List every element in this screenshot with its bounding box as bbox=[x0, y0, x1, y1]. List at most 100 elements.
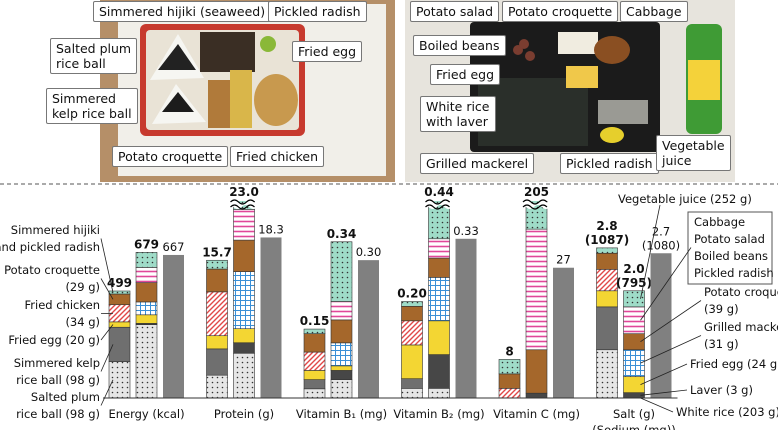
reference-bar bbox=[260, 237, 282, 398]
bar-segment bbox=[330, 379, 353, 398]
axis-break bbox=[523, 200, 550, 209]
photo-label: Salted plum rice ball bbox=[50, 38, 138, 74]
bar-segment bbox=[428, 238, 450, 259]
leader-line bbox=[640, 300, 702, 343]
reference-bar bbox=[163, 254, 184, 398]
legend-label: Salted plum rice ball (98 g) bbox=[16, 390, 100, 421]
bar-segment bbox=[233, 239, 255, 272]
bar-segment bbox=[428, 201, 450, 240]
bar-segment bbox=[498, 373, 521, 389]
bar-segment bbox=[428, 257, 450, 278]
bar-segment bbox=[623, 290, 645, 308]
reference-label: 0.30 bbox=[356, 245, 382, 259]
legend-label: Fried egg (20 g) bbox=[8, 333, 100, 347]
bar-segment bbox=[498, 359, 521, 375]
bar-segment bbox=[596, 290, 618, 308]
bar-segment bbox=[596, 252, 618, 270]
legend-label: Cabbage Potato salad Boiled beans Pickled r… bbox=[694, 215, 774, 280]
reference-bar bbox=[455, 238, 477, 398]
legend-label: Fried chicken (34 g) bbox=[25, 298, 100, 329]
x-tick-label: Vitamin B₁ (mg) bbox=[296, 407, 387, 421]
reference-bar bbox=[553, 267, 574, 398]
bar-segment bbox=[233, 209, 255, 241]
bar-segment bbox=[525, 228, 548, 351]
legend-box bbox=[687, 211, 773, 285]
photo-right bbox=[405, 0, 735, 182]
axis-break bbox=[522, 199, 548, 210]
bar-segment bbox=[330, 319, 353, 344]
leader-line bbox=[100, 379, 114, 406]
axis-break bbox=[425, 200, 453, 209]
axis-break bbox=[230, 199, 255, 210]
bar-segment bbox=[596, 247, 618, 254]
total-label: 205 bbox=[524, 185, 549, 199]
bar-segment bbox=[623, 333, 645, 351]
bar-segment bbox=[596, 269, 618, 292]
photo-label: Grilled mackerel bbox=[420, 153, 535, 174]
bar-segment bbox=[330, 301, 353, 321]
bar-segment bbox=[401, 301, 423, 307]
leader-line bbox=[640, 363, 688, 385]
x-tick-label: Salt (g) (Sodium (mg)) bbox=[592, 407, 675, 430]
reference-label: 2.7 (1080) bbox=[642, 224, 680, 252]
bar-segment bbox=[135, 324, 158, 398]
reference-label: 0.33 bbox=[453, 223, 479, 237]
bar-segment bbox=[233, 271, 255, 329]
bar-segment bbox=[401, 344, 423, 379]
bar-segment bbox=[206, 348, 228, 376]
leader-line bbox=[100, 324, 114, 341]
bar-segment bbox=[401, 388, 423, 398]
total-label: 0.44 bbox=[424, 185, 454, 199]
bar-segment bbox=[206, 268, 228, 293]
bar-segment bbox=[135, 282, 158, 303]
reference-label: 667 bbox=[163, 239, 185, 253]
bar-segment bbox=[623, 306, 645, 334]
photo-label: Simmered hijiki (seaweed) bbox=[93, 1, 272, 22]
total-label: 0.20 bbox=[397, 286, 427, 300]
bar-segment bbox=[596, 306, 618, 351]
bar-segment bbox=[135, 301, 158, 316]
legend-label: Laver (3 g) bbox=[690, 383, 753, 397]
legend-label: Vegetable juice (252 g) bbox=[618, 192, 752, 206]
legend-label: Fried egg (24 g) bbox=[690, 357, 778, 371]
leader-line bbox=[640, 204, 661, 299]
bar-segment bbox=[428, 388, 450, 398]
bar-segment bbox=[108, 290, 131, 295]
photo-left bbox=[100, 0, 395, 182]
bar-segment bbox=[330, 342, 353, 367]
photo-label: Fried egg bbox=[430, 64, 501, 85]
bar-segment bbox=[330, 370, 353, 380]
bar-segment bbox=[108, 293, 131, 306]
photo-label: Fried chicken bbox=[230, 146, 325, 167]
bar-segment bbox=[498, 388, 521, 398]
bar-segment bbox=[428, 277, 450, 322]
photo-label: Fried egg bbox=[292, 41, 363, 62]
bar-segment bbox=[135, 314, 158, 324]
photo-label: Cabbage bbox=[620, 1, 688, 22]
legend-label: Potato croquette(39 g) bbox=[704, 285, 778, 316]
bar-segment bbox=[401, 378, 423, 389]
photo-label: Potato croquette bbox=[502, 1, 619, 22]
leader-line bbox=[100, 238, 114, 293]
total-label: 8 bbox=[505, 344, 513, 358]
bar-segment bbox=[206, 335, 228, 350]
legend-label: Potato croquette (29 g) bbox=[4, 263, 100, 294]
bar-segment bbox=[428, 320, 450, 355]
bar-segment bbox=[303, 351, 326, 371]
reference-bar bbox=[650, 253, 672, 398]
legend-label: Simmered hijiki and pickled radish bbox=[0, 223, 100, 254]
leader-line bbox=[100, 344, 114, 372]
bar-segment bbox=[135, 252, 158, 268]
bar-segment bbox=[206, 259, 228, 270]
bar-segment bbox=[108, 361, 131, 398]
leader-line bbox=[640, 397, 674, 413]
photo-label: Boiled beans bbox=[413, 35, 506, 56]
total-label: 499 bbox=[107, 275, 132, 289]
total-label: 2.8 (1087) bbox=[585, 218, 629, 246]
photo-label: Vegetable juice bbox=[656, 135, 731, 171]
bar-segment bbox=[135, 267, 158, 283]
legend-label: White rice (203 g) bbox=[676, 405, 778, 419]
legend-label: Grilled mackerel(31 g) bbox=[704, 320, 778, 351]
